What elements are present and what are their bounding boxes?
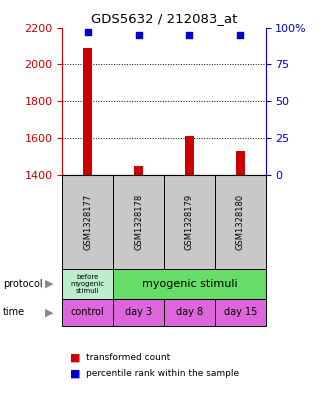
Text: ▶: ▶ bbox=[45, 307, 54, 318]
Text: day 3: day 3 bbox=[125, 307, 152, 318]
Bar bbox=[62, 299, 113, 326]
Bar bbox=[164, 175, 215, 269]
Text: ■: ■ bbox=[70, 353, 81, 363]
Text: ▶: ▶ bbox=[45, 279, 54, 289]
Bar bbox=[215, 299, 266, 326]
Text: day 15: day 15 bbox=[223, 307, 257, 318]
Text: transformed count: transformed count bbox=[86, 353, 171, 362]
Text: time: time bbox=[3, 307, 25, 318]
Text: percentile rank within the sample: percentile rank within the sample bbox=[86, 369, 240, 378]
Text: GSM1328180: GSM1328180 bbox=[236, 194, 245, 250]
Point bbox=[85, 29, 90, 35]
Text: day 8: day 8 bbox=[176, 307, 203, 318]
Title: GDS5632 / 212083_at: GDS5632 / 212083_at bbox=[91, 12, 237, 25]
Bar bbox=[113, 269, 266, 299]
Bar bbox=[134, 166, 143, 175]
Text: control: control bbox=[71, 307, 105, 318]
Bar bbox=[62, 269, 113, 299]
Text: GSM1328179: GSM1328179 bbox=[185, 194, 194, 250]
Bar bbox=[164, 299, 215, 326]
Point bbox=[136, 32, 141, 38]
Text: GSM1328177: GSM1328177 bbox=[83, 194, 92, 250]
Text: protocol: protocol bbox=[3, 279, 43, 289]
Bar bbox=[113, 299, 164, 326]
Bar bbox=[83, 48, 92, 175]
Bar bbox=[236, 151, 245, 175]
Point bbox=[187, 32, 192, 38]
Bar bbox=[62, 175, 113, 269]
Bar bbox=[215, 175, 266, 269]
Text: ■: ■ bbox=[70, 368, 81, 378]
Text: GSM1328178: GSM1328178 bbox=[134, 194, 143, 250]
Point bbox=[238, 32, 243, 38]
Bar bbox=[113, 175, 164, 269]
Text: before
myogenic
stimuli: before myogenic stimuli bbox=[71, 274, 105, 294]
Bar bbox=[185, 136, 194, 175]
Text: myogenic stimuli: myogenic stimuli bbox=[141, 279, 237, 289]
